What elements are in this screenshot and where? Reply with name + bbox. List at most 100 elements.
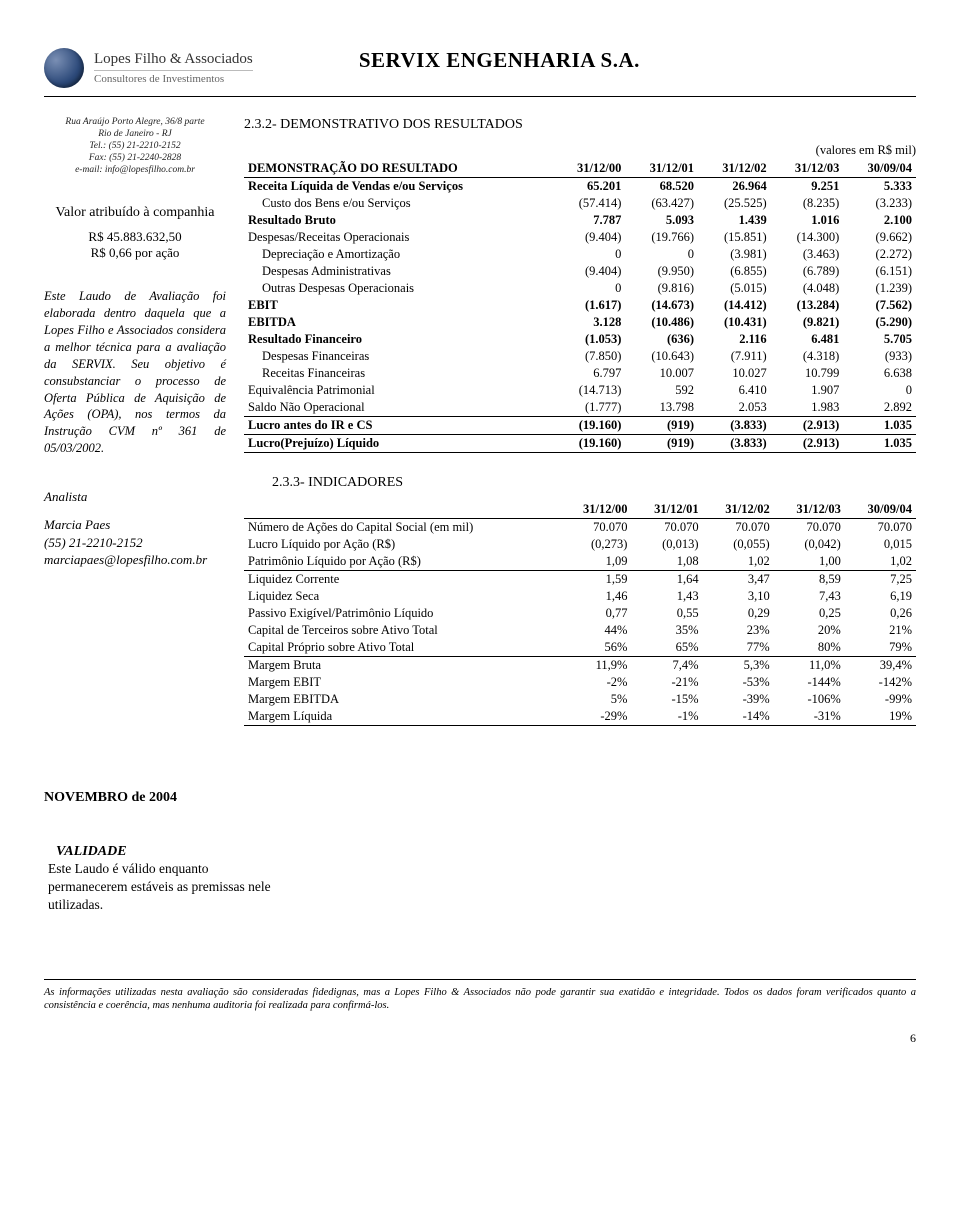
cell: (9.821)	[771, 314, 844, 331]
cell: -15%	[631, 691, 702, 708]
col-header: 30/09/04	[845, 501, 916, 519]
page-title: SERVIX ENGENHARIA S.A.	[253, 48, 746, 73]
row-label: Margem Líquida	[244, 708, 560, 726]
cell: (14.713)	[553, 382, 626, 399]
cell: (7.911)	[698, 348, 771, 365]
table-row: Despesas Financeiras(7.850)(10.643)(7.91…	[244, 348, 916, 365]
table-row: Margem EBIT-2%-21%-53%-144%-142%	[244, 674, 916, 691]
row-label: Custo dos Bens e/ou Serviços	[244, 195, 553, 212]
cell: 6.797	[553, 365, 626, 382]
table-row: Margem Líquida-29%-1%-14%-31%19%	[244, 708, 916, 726]
col-header: 31/12/01	[631, 501, 702, 519]
cell: 65.201	[553, 178, 626, 196]
cell: (13.284)	[771, 297, 844, 314]
cell: 1,46	[560, 588, 631, 605]
table-row: Depreciação e Amortização00(3.981)(3.463…	[244, 246, 916, 263]
cell: 3.128	[553, 314, 626, 331]
table-row: Resultado Bruto7.7875.0931.4391.0162.100	[244, 212, 916, 229]
page-number: 6	[44, 1031, 916, 1046]
unit-note: (valores em R$ mil)	[244, 143, 916, 158]
cell: (0,013)	[631, 536, 702, 553]
table-row: Lucro Líquido por Ação (R$)(0,273)(0,013…	[244, 536, 916, 553]
validade-heading: VALIDADE	[56, 844, 916, 860]
cell: 19%	[845, 708, 916, 726]
row-label: Margem EBITDA	[244, 691, 560, 708]
valuation-total: R$ 45.883.632,50	[44, 229, 226, 246]
row-label: Receita Líquida de Vendas e/ou Serviços	[244, 178, 553, 196]
cell: (3.833)	[698, 417, 771, 435]
cell: 5.705	[843, 331, 916, 348]
cell: (10.431)	[698, 314, 771, 331]
cell: (14.673)	[625, 297, 698, 314]
cell: 1,02	[845, 553, 916, 571]
cell: 13.798	[625, 399, 698, 417]
cell: 8,59	[774, 571, 845, 589]
row-label: Resultado Financeiro	[244, 331, 553, 348]
col-header: 31/12/00	[560, 501, 631, 519]
cell: -53%	[703, 674, 774, 691]
cell: (2.272)	[843, 246, 916, 263]
cell: 2.100	[843, 212, 916, 229]
cell: 7,43	[774, 588, 845, 605]
table-row: Custo dos Bens e/ou Serviços(57.414)(63.…	[244, 195, 916, 212]
cell: 0,29	[703, 605, 774, 622]
logo-line2: Consultores de Investimentos	[94, 70, 253, 85]
row-label: Lucro(Prejuízo) Líquido	[244, 435, 553, 453]
row-label: Outras Despesas Operacionais	[244, 280, 553, 297]
table-row: Lucro(Prejuízo) Líquido(19.160)(919)(3.8…	[244, 435, 916, 453]
cell: (2.913)	[771, 417, 844, 435]
cell: 6,19	[845, 588, 916, 605]
cell: 3,10	[703, 588, 774, 605]
analyst-email: marciapaes@lopesfilho.com.br	[44, 551, 226, 569]
row-label: Receitas Financeiras	[244, 365, 553, 382]
table-row: Liquidez Seca1,461,433,107,436,19	[244, 588, 916, 605]
cell: 35%	[631, 622, 702, 639]
table-row: Capital de Terceiros sobre Ativo Total44…	[244, 622, 916, 639]
cell: (14.412)	[698, 297, 771, 314]
cell: 7,25	[845, 571, 916, 589]
cell: 70.070	[631, 519, 702, 537]
cell: 56%	[560, 639, 631, 657]
cell: (7.850)	[553, 348, 626, 365]
cell: (9.662)	[843, 229, 916, 246]
cell: 1.016	[771, 212, 844, 229]
cell: (9.404)	[553, 263, 626, 280]
cell: (0,273)	[560, 536, 631, 553]
cell: 3,47	[703, 571, 774, 589]
cell: (1.777)	[553, 399, 626, 417]
table-row: Receita Líquida de Vendas e/ou Serviços6…	[244, 178, 916, 196]
cell: (4.318)	[771, 348, 844, 365]
cell: (6.855)	[698, 263, 771, 280]
row-label: Depreciação e Amortização	[244, 246, 553, 263]
cell: (6.789)	[771, 263, 844, 280]
row-label: Lucro antes do IR e CS	[244, 417, 553, 435]
col-header	[244, 501, 560, 519]
col-header: 31/12/02	[698, 160, 771, 178]
cell: 10.027	[698, 365, 771, 382]
cell: (3.833)	[698, 435, 771, 453]
row-label: Resultado Bruto	[244, 212, 553, 229]
table-row: Lucro antes do IR e CS(19.160)(919)(3.83…	[244, 417, 916, 435]
cell: 0	[553, 280, 626, 297]
cell: (19.160)	[553, 435, 626, 453]
cell: 10.007	[625, 365, 698, 382]
cell: 11,0%	[774, 657, 845, 675]
cell: (1.239)	[843, 280, 916, 297]
table-row: Despesas/Receitas Operacionais(9.404)(19…	[244, 229, 916, 246]
cell: 44%	[560, 622, 631, 639]
cell: -106%	[774, 691, 845, 708]
cell: 0,55	[631, 605, 702, 622]
cell: (8.235)	[771, 195, 844, 212]
row-label: Despesas Administrativas	[244, 263, 553, 280]
table-row: Receitas Financeiras6.79710.00710.02710.…	[244, 365, 916, 382]
cell: 1,08	[631, 553, 702, 571]
cell: (9.950)	[625, 263, 698, 280]
row-label: Liquidez Corrente	[244, 571, 560, 589]
table-indicadores: 31/12/0031/12/0131/12/0231/12/0330/09/04…	[244, 501, 916, 726]
cell: 0,015	[845, 536, 916, 553]
table-row: Margem Bruta11,9%7,4%5,3%11,0%39,4%	[244, 657, 916, 675]
footnote-rule	[44, 979, 916, 980]
col-header: 31/12/03	[771, 160, 844, 178]
table-row: Outras Despesas Operacionais0(9.816)(5.0…	[244, 280, 916, 297]
row-label: Despesas/Receitas Operacionais	[244, 229, 553, 246]
